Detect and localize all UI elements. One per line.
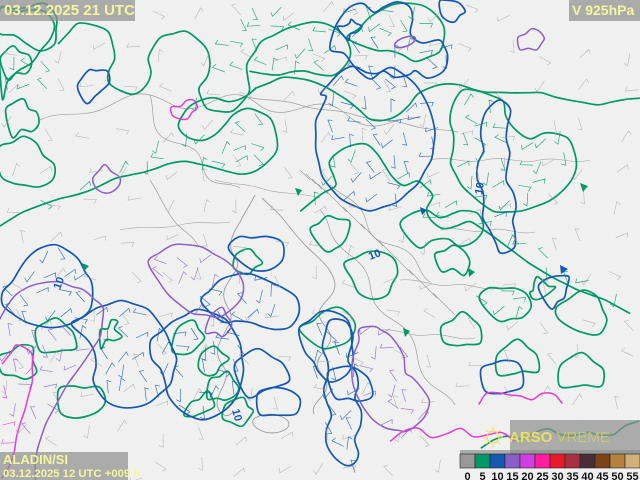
svg-text:55: 55 <box>626 471 638 480</box>
svg-text:0: 0 <box>464 471 470 480</box>
svg-text:10: 10 <box>473 181 487 195</box>
svg-text:35: 35 <box>566 471 578 480</box>
svg-text:15: 15 <box>506 471 518 480</box>
svg-text:10: 10 <box>491 471 503 480</box>
svg-text:45: 45 <box>596 471 608 480</box>
svg-text:50: 50 <box>611 471 623 480</box>
svg-text:03.12.2025 12 UTC +009 h: 03.12.2025 12 UTC +009 h <box>3 468 140 480</box>
svg-text:20: 20 <box>521 471 533 480</box>
svg-text:25: 25 <box>536 471 548 480</box>
svg-text:ARSO VREME: ARSO VREME <box>509 429 610 446</box>
svg-text:03.12.2025 21 UTC: 03.12.2025 21 UTC <box>4 2 135 19</box>
svg-text:30: 30 <box>551 471 563 480</box>
svg-text:V 925hPa: V 925hPa <box>572 2 634 18</box>
svg-text:ALADIN/SI: ALADIN/SI <box>3 452 68 467</box>
svg-text:5: 5 <box>479 471 485 480</box>
svg-text:40: 40 <box>581 471 593 480</box>
